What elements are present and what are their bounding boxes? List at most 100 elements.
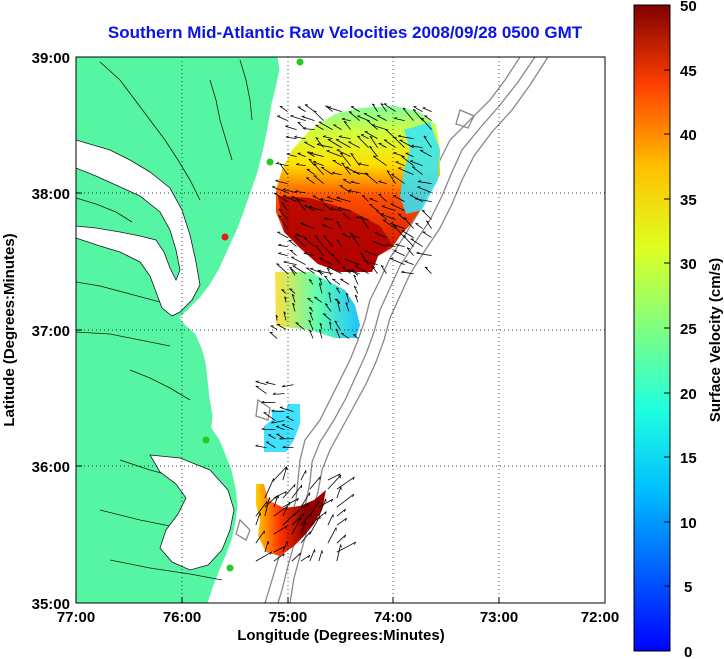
velocity-arrow bbox=[324, 303, 332, 312]
velocity-arrow bbox=[398, 167, 414, 175]
velocity-patch-hatteras bbox=[256, 484, 326, 556]
velocity-arrow bbox=[401, 271, 414, 274]
velocity-arrow-head bbox=[282, 188, 286, 190]
velocity-arrow-head bbox=[336, 239, 340, 242]
velocity-arrow-head bbox=[327, 267, 330, 270]
velocity-arrow bbox=[318, 257, 333, 265]
colorbar-tick-label: 50 bbox=[680, 0, 697, 15]
velocity-arrow bbox=[310, 152, 324, 157]
velocity-arrow bbox=[345, 292, 350, 303]
velocity-arrow bbox=[354, 294, 359, 303]
velocity-arrow bbox=[378, 181, 387, 184]
velocity-arrow bbox=[291, 484, 303, 499]
velocity-arrow bbox=[420, 117, 432, 130]
x-axis-label: Longitude (Degrees:Minutes) bbox=[237, 627, 445, 644]
velocity-arrow bbox=[405, 152, 414, 157]
velocity-arrow-head bbox=[291, 293, 295, 297]
velocity-arrow bbox=[276, 324, 287, 330]
velocity-arrow bbox=[285, 416, 294, 421]
velocity-arrow bbox=[337, 208, 351, 211]
velocity-arrow-head bbox=[278, 215, 282, 218]
velocity-arrow-head bbox=[261, 400, 265, 403]
velocity-arrow-head bbox=[415, 197, 419, 200]
velocity-arrow bbox=[289, 267, 297, 274]
velocity-arrow bbox=[273, 466, 287, 481]
velocity-arrow-head bbox=[268, 497, 271, 501]
velocity-arrow bbox=[402, 107, 414, 121]
velocity-arrow-head bbox=[275, 162, 279, 164]
velocity-arrow bbox=[348, 190, 360, 193]
velocity-arrow bbox=[255, 445, 267, 448]
velocity-arrow bbox=[309, 511, 327, 526]
velocity-arrow bbox=[318, 277, 323, 285]
velocity-arrow bbox=[300, 512, 313, 526]
x-tick-label: 76:00 bbox=[163, 609, 201, 626]
velocity-arrow bbox=[304, 237, 315, 247]
velocity-arrow-head bbox=[271, 409, 275, 412]
colorbar-tick-label: 30 bbox=[680, 256, 697, 273]
velocity-arrow-head bbox=[299, 552, 301, 556]
velocity-arrow bbox=[336, 476, 355, 490]
velocity-arrow-head bbox=[337, 207, 341, 209]
velocity-arrow-head bbox=[371, 124, 375, 126]
velocity-arrow bbox=[360, 134, 369, 139]
velocity-arrow-head bbox=[395, 243, 399, 246]
velocity-arrow bbox=[360, 252, 369, 265]
velocity-arrow-head bbox=[293, 235, 297, 238]
velocity-arrow bbox=[301, 116, 315, 121]
velocity-arrow bbox=[364, 131, 378, 139]
map-plot-area bbox=[76, 57, 605, 603]
colorbar-tick-label: 35 bbox=[680, 192, 697, 209]
velocity-arrow bbox=[341, 118, 351, 121]
velocity-arrow-head bbox=[282, 553, 285, 557]
velocity-arrow bbox=[341, 266, 351, 274]
velocity-arrow bbox=[265, 382, 276, 385]
y-tick-marks bbox=[76, 56, 82, 604]
velocity-arrow-head bbox=[353, 274, 357, 278]
velocity-arrow bbox=[300, 470, 307, 481]
velocity-patch-vabeach bbox=[264, 404, 300, 452]
velocity-arrow-head bbox=[308, 279, 312, 281]
velocity-arrow-head bbox=[302, 513, 305, 517]
velocity-arrow bbox=[419, 149, 432, 157]
colorbar-tick-label: 15 bbox=[680, 450, 697, 467]
velocity-arrow bbox=[410, 238, 423, 247]
velocity-arrow bbox=[378, 193, 387, 202]
velocity-arrow-head bbox=[279, 163, 283, 166]
velocity-arrow bbox=[276, 263, 288, 274]
velocity-arrow bbox=[255, 385, 267, 394]
velocity-arrow bbox=[350, 106, 360, 112]
velocity-arrow bbox=[324, 275, 332, 285]
velocity-arrow bbox=[383, 139, 396, 148]
velocity-arrow-head bbox=[363, 259, 367, 262]
velocity-arrow-head bbox=[319, 322, 323, 326]
velocity-arrow-head bbox=[350, 152, 354, 155]
colorbar-tick-label: 5 bbox=[684, 579, 692, 596]
velocity-arrow-head bbox=[318, 277, 322, 281]
velocity-arrow bbox=[295, 233, 306, 238]
velocity-arrow-head bbox=[323, 313, 327, 315]
velocity-arrow-head bbox=[301, 115, 305, 117]
velocity-arrow bbox=[312, 161, 324, 166]
velocity-arrow-head bbox=[294, 135, 298, 138]
velocity-arrow-head bbox=[337, 301, 340, 305]
velocity-arrow bbox=[291, 513, 305, 526]
velocity-arrow-head bbox=[306, 503, 309, 507]
velocity-arrow bbox=[282, 512, 296, 526]
velocity-arrow bbox=[336, 221, 342, 229]
velocity-arrow-head bbox=[265, 381, 269, 383]
velocity-arrow bbox=[383, 103, 396, 112]
velocity-arrow-head bbox=[272, 392, 276, 395]
velocity-arrow bbox=[271, 420, 285, 424]
velocity-arrow bbox=[313, 163, 324, 175]
velocity-arrow-head bbox=[289, 288, 293, 290]
colorbar-tick-label: 25 bbox=[680, 321, 697, 338]
velocity-arrow-head bbox=[323, 235, 327, 237]
velocity-arrow bbox=[397, 213, 405, 220]
velocity-arrow-head bbox=[317, 269, 321, 272]
velocity-arrow-head bbox=[288, 239, 292, 242]
velocity-arrow bbox=[300, 521, 306, 535]
velocity-arrow bbox=[335, 328, 341, 339]
velocity-arrow bbox=[320, 167, 333, 175]
velocity-arrow bbox=[415, 198, 432, 202]
